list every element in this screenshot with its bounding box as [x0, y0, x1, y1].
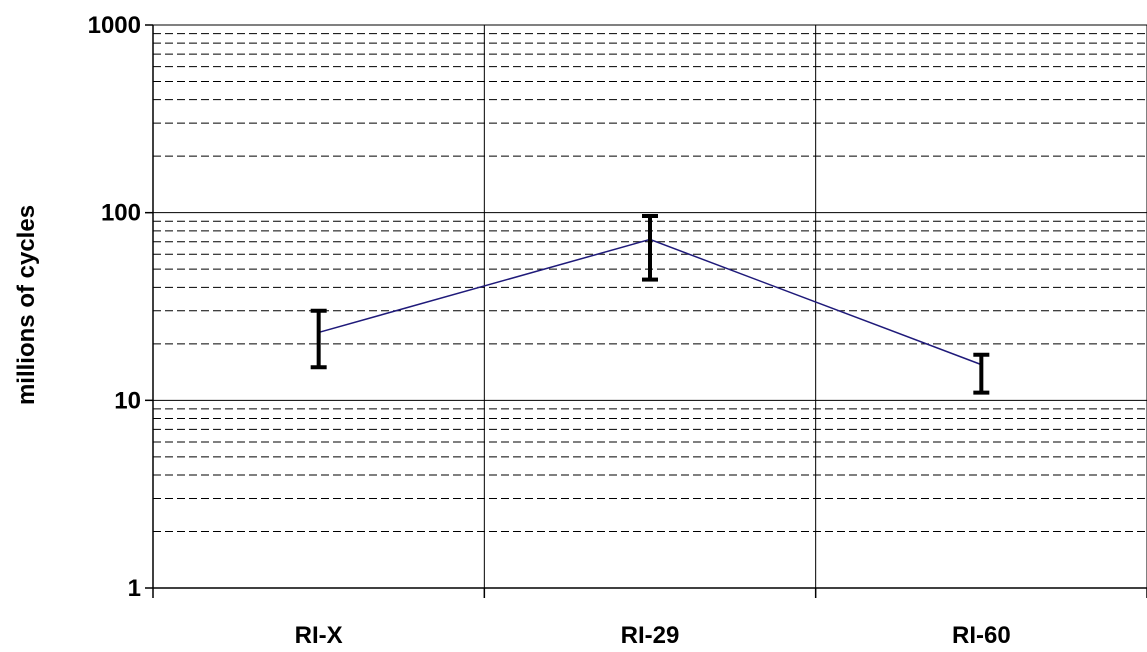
- error-bar: [642, 213, 658, 282]
- y-tick-label: 1000: [88, 12, 141, 39]
- y-axis-title: millions of cycles: [13, 205, 40, 405]
- x-tick-label: RI-29: [621, 622, 680, 649]
- series: [310, 213, 990, 395]
- x-tick-label: RI-X: [295, 622, 343, 649]
- axes: [145, 24, 1147, 598]
- grid: [153, 24, 1147, 589]
- y-tick-label: 10: [114, 387, 141, 414]
- x-tick-label: RI-60: [952, 622, 1011, 649]
- labels: 1 10 100 1000 RI-X RI-29 RI-60: [88, 12, 1011, 649]
- error-bar: [973, 352, 990, 395]
- y-tick-label: 1: [128, 575, 141, 602]
- error-bar: [310, 308, 327, 370]
- y-tick-label: 100: [101, 200, 141, 227]
